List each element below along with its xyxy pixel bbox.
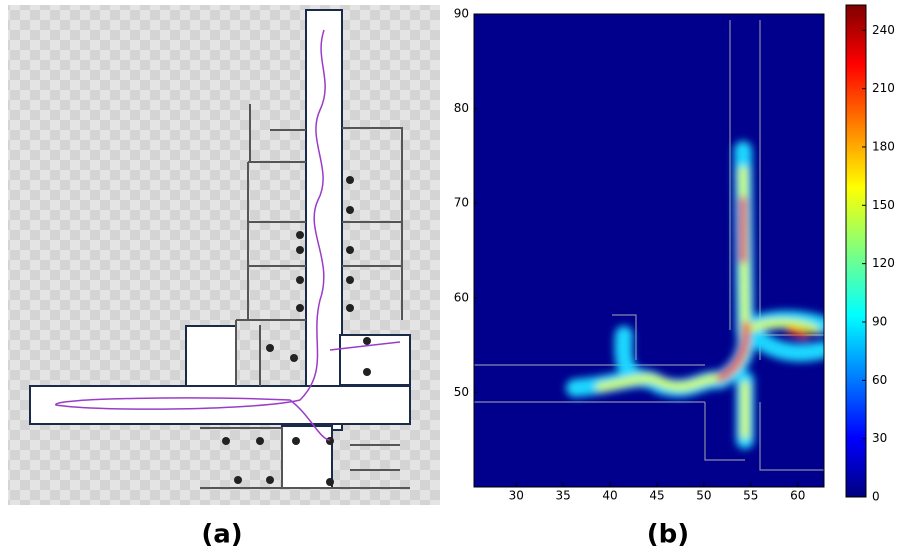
plot-area — [474, 14, 824, 487]
panel-label: (a) — [201, 520, 242, 550]
page: {"panels": [{"label": "(a)"}, {"label": … — [0, 0, 898, 554]
x-tick-label: 35 — [556, 489, 571, 503]
y-tick-label: 50 — [454, 385, 469, 399]
colorbar-tick-label: 0 — [872, 490, 880, 504]
x-tick-label: 50 — [696, 489, 711, 503]
x-tick-label: 55 — [743, 489, 758, 503]
colorbar-tick-label: 180 — [872, 139, 895, 153]
colorbar-tick-label: 120 — [872, 256, 895, 270]
y-tick-label: 70 — [454, 196, 469, 210]
colorbar-tick-label: 210 — [872, 81, 895, 95]
colorbar-tick-label: 30 — [872, 431, 887, 445]
y-tick-label: 80 — [454, 101, 469, 115]
colorbar-tick-label: 90 — [872, 314, 887, 328]
colorbar-tick-label: 60 — [872, 373, 887, 387]
colorbar-tick-label: 240 — [872, 23, 895, 37]
map — [8, 5, 440, 505]
y-tick-label: 90 — [454, 7, 469, 21]
colorbar — [846, 5, 866, 497]
x-tick-label: 45 — [649, 489, 664, 503]
x-tick-label: 40 — [602, 489, 617, 503]
panel-label: (b) — [647, 520, 689, 550]
x-tick-label: 30 — [509, 489, 524, 503]
y-tick-label: 60 — [454, 290, 469, 304]
x-tick-label: 60 — [790, 489, 805, 503]
colorbar-tick-label: 150 — [872, 198, 895, 212]
figure: (a) (b) 30 35 40 45 50 55 60 50 60 70 80 90 0 30 60 90 1… — [0, 0, 898, 554]
